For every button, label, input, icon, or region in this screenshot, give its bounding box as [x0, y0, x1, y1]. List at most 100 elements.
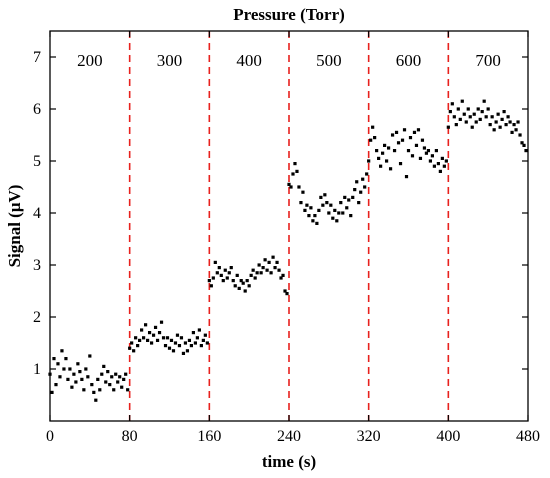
data-point: [355, 180, 359, 184]
x-tick-label: 320: [357, 428, 381, 445]
data-point: [80, 377, 84, 381]
data-point: [414, 143, 419, 147]
data-point: [86, 375, 90, 379]
data-point: [215, 271, 219, 275]
data-point: [120, 385, 124, 389]
data-point: [279, 276, 283, 280]
y-tick-label: 5: [33, 153, 41, 170]
data-point: [490, 115, 494, 119]
data-point: [438, 169, 442, 173]
data-point: [482, 99, 486, 103]
data-point: [165, 336, 170, 340]
data-point: [309, 206, 313, 210]
y-tick-label: 1: [33, 361, 41, 378]
data-point: [237, 286, 241, 290]
data-point: [377, 156, 381, 160]
data-point: [492, 128, 496, 132]
segment-label: 600: [396, 51, 422, 70]
data-point: [249, 273, 253, 277]
data-point: [486, 107, 490, 111]
data-point: [78, 370, 82, 374]
data-point: [432, 164, 436, 168]
x-tick-label: 160: [197, 428, 221, 445]
segment-label: 300: [157, 51, 183, 70]
data-point: [428, 159, 433, 163]
data-point: [416, 128, 421, 132]
data-point: [112, 388, 116, 392]
data-point: [402, 128, 407, 132]
data-point: [448, 110, 452, 114]
data-point: [173, 341, 178, 345]
data-point: [384, 159, 389, 163]
data-point: [104, 380, 108, 384]
data-point: [151, 333, 156, 337]
data-point: [62, 367, 66, 371]
data-point: [84, 367, 88, 371]
data-point: [420, 138, 425, 142]
data-point: [195, 336, 199, 340]
y-tick-label: 3: [33, 257, 41, 274]
data-point: [325, 201, 329, 205]
data-point: [394, 130, 399, 134]
data-point: [299, 201, 303, 205]
data-point: [267, 260, 271, 264]
data-point: [371, 125, 375, 129]
data-point: [381, 151, 385, 155]
data-point: [422, 146, 427, 150]
data-point: [74, 380, 78, 384]
data-points: [48, 99, 528, 402]
data-point: [245, 279, 249, 283]
data-point: [502, 110, 506, 114]
data-point: [440, 156, 444, 160]
data-point: [124, 372, 128, 376]
data-point: [488, 123, 492, 127]
data-point: [474, 120, 478, 124]
data-point: [297, 185, 301, 189]
data-point: [145, 338, 150, 342]
data-point: [335, 219, 339, 223]
data-point: [508, 120, 512, 124]
data-point: [181, 351, 186, 355]
data-point: [341, 211, 345, 215]
data-point: [96, 377, 100, 381]
data-point: [285, 292, 289, 296]
data-point: [369, 138, 373, 142]
data-point: [102, 364, 106, 368]
data-point: [277, 268, 281, 272]
data-point: [140, 328, 144, 332]
data-point: [345, 206, 349, 210]
data-point: [179, 336, 184, 340]
data-point: [142, 336, 146, 340]
data-point: [153, 325, 158, 329]
data-point: [301, 190, 305, 194]
data-point: [56, 362, 60, 366]
data-point: [255, 271, 259, 275]
data-point: [136, 344, 140, 348]
data-point: [339, 201, 343, 205]
data-point: [231, 279, 235, 283]
data-point: [424, 151, 429, 155]
y-tick-label: 2: [33, 309, 41, 326]
data-point: [426, 149, 431, 153]
data-point: [317, 208, 321, 212]
data-point: [466, 107, 470, 111]
segment-label: 200: [77, 51, 103, 70]
data-point: [263, 258, 267, 262]
x-tick-label: 480: [516, 428, 540, 445]
data-point: [90, 383, 94, 387]
data-point: [70, 385, 74, 389]
data-point: [229, 266, 233, 270]
data-point: [82, 388, 86, 392]
data-point: [221, 279, 225, 283]
data-point: [458, 117, 462, 121]
data-point: [464, 120, 468, 124]
data-point: [392, 149, 397, 153]
data-point: [337, 211, 341, 215]
x-tick-label: 0: [46, 428, 54, 445]
data-point: [269, 271, 273, 275]
data-point: [484, 115, 488, 119]
data-point: [347, 198, 351, 202]
data-point: [315, 221, 319, 225]
data-point: [247, 284, 251, 288]
data-point: [331, 216, 335, 220]
